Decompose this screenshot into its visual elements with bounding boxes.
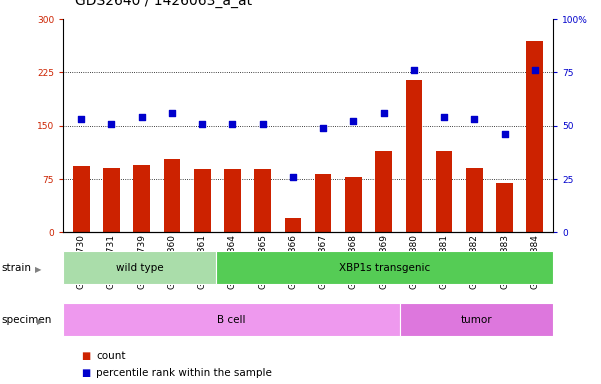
Bar [254, 169, 271, 232]
Text: XBP1s transgenic: XBP1s transgenic [339, 263, 430, 273]
Bar [163, 159, 180, 232]
Point [106, 121, 116, 127]
Bar [436, 151, 453, 232]
Point [228, 121, 237, 127]
Point [76, 116, 86, 122]
Point [500, 131, 510, 137]
Point [409, 67, 419, 73]
Text: specimen: specimen [1, 314, 52, 325]
Point [469, 116, 479, 122]
Point [288, 174, 297, 180]
Point [167, 110, 177, 116]
Bar [400, 303, 553, 336]
Bar [224, 169, 241, 232]
Bar [216, 252, 553, 284]
Bar [73, 166, 90, 232]
Point [319, 125, 328, 131]
Point [379, 110, 388, 116]
Bar [496, 183, 513, 232]
Point [439, 114, 449, 120]
Point [197, 121, 207, 127]
Point [137, 114, 147, 120]
Text: ▶: ▶ [37, 317, 44, 326]
Bar [526, 41, 543, 232]
Text: ■: ■ [81, 368, 90, 378]
Bar [315, 174, 331, 232]
Bar [194, 169, 210, 232]
Bar [345, 177, 362, 232]
Bar [63, 252, 216, 284]
Bar [406, 79, 422, 232]
Text: GDS2640 / 1426063_a_at: GDS2640 / 1426063_a_at [75, 0, 252, 8]
Point [530, 67, 540, 73]
Bar [103, 169, 120, 232]
Bar [466, 169, 483, 232]
Bar [133, 165, 150, 232]
Text: tumor: tumor [460, 314, 492, 325]
Text: ■: ■ [81, 351, 90, 361]
Text: percentile rank within the sample: percentile rank within the sample [96, 368, 272, 378]
Text: count: count [96, 351, 126, 361]
Text: B cell: B cell [217, 314, 246, 325]
Text: wild type: wild type [116, 263, 163, 273]
Text: ▶: ▶ [35, 265, 41, 274]
Bar [375, 151, 392, 232]
Bar [63, 303, 400, 336]
Bar [285, 218, 301, 232]
Point [349, 118, 358, 124]
Point [258, 121, 267, 127]
Text: strain: strain [1, 263, 31, 273]
